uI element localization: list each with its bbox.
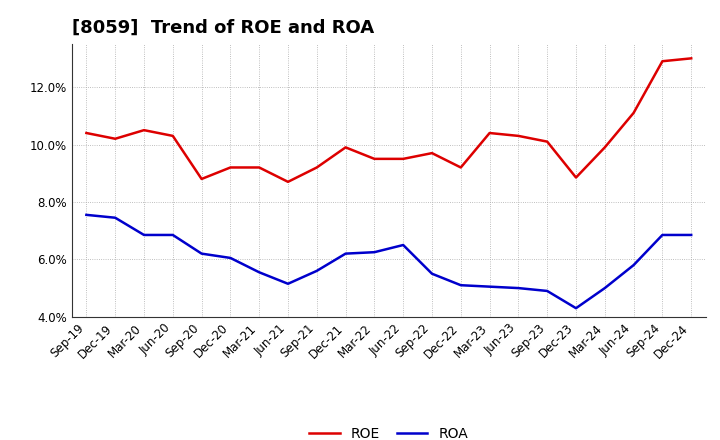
ROA (572, 305, 580, 311)
Line: ROA: ROA (86, 215, 691, 308)
ROA (312, 268, 321, 274)
Legend: ROE, ROA: ROE, ROA (310, 427, 468, 440)
ROE (312, 165, 321, 170)
ROA (226, 255, 235, 260)
ROE (629, 110, 638, 116)
ROA (514, 286, 523, 291)
ROE (572, 175, 580, 180)
ROE (226, 165, 235, 170)
ROE (111, 136, 120, 141)
ROE (197, 176, 206, 182)
ROE (485, 130, 494, 136)
ROA (456, 282, 465, 288)
ROE (543, 139, 552, 144)
ROA (255, 270, 264, 275)
ROA (658, 232, 667, 238)
ROA (600, 286, 609, 291)
ROA (543, 288, 552, 293)
ROE (658, 59, 667, 64)
ROE (687, 56, 696, 61)
ROA (111, 215, 120, 220)
ROA (370, 249, 379, 255)
ROA (168, 232, 177, 238)
ROA (629, 263, 638, 268)
ROA (428, 271, 436, 276)
ROA (197, 251, 206, 256)
ROA (140, 232, 148, 238)
ROE (140, 128, 148, 133)
ROA (687, 232, 696, 238)
ROE (341, 145, 350, 150)
Text: [8059]  Trend of ROE and ROA: [8059] Trend of ROE and ROA (72, 19, 374, 37)
ROA (284, 281, 292, 286)
ROE (428, 150, 436, 156)
Line: ROE: ROE (86, 59, 691, 182)
ROE (168, 133, 177, 139)
ROA (399, 242, 408, 248)
ROE (399, 156, 408, 161)
ROA (485, 284, 494, 289)
ROE (82, 130, 91, 136)
ROE (600, 145, 609, 150)
ROE (514, 133, 523, 139)
ROE (370, 156, 379, 161)
ROE (456, 165, 465, 170)
ROA (341, 251, 350, 256)
ROE (255, 165, 264, 170)
ROE (284, 179, 292, 184)
ROA (82, 212, 91, 217)
